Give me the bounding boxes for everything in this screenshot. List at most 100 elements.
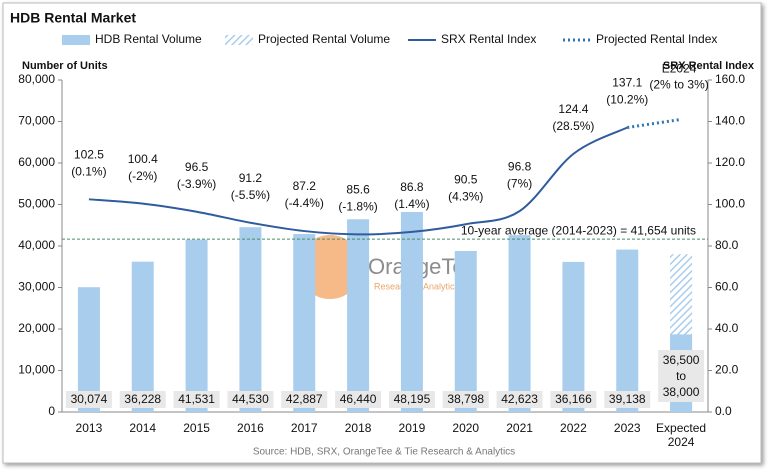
x-tick-label-box: 2018	[345, 421, 372, 435]
x-tick-label: 2020	[452, 421, 480, 435]
x-tick-label-box: 2023	[613, 421, 641, 435]
bar-value-label: 36,228	[124, 392, 161, 406]
line-value-label: 90.5	[454, 172, 478, 186]
x-tick-label-box: 2022	[560, 421, 587, 435]
y2-tick-label: 0.0	[715, 404, 732, 418]
line	[627, 117, 682, 130]
x-tick-label: Expected 2024	[656, 421, 707, 449]
y2-tick-label: 100.0	[715, 197, 745, 211]
line-value-label: 96.8	[508, 159, 532, 173]
projection-label: E2024	[662, 62, 697, 76]
x-tick-label: 2022	[560, 421, 587, 435]
y-tick-label: 60,000	[18, 155, 55, 169]
line-value-label: 137.1	[612, 76, 642, 90]
y2-tick-label: 120.0	[715, 155, 745, 169]
x-tick-label: 2016	[237, 421, 264, 435]
bar	[293, 234, 316, 412]
bar	[616, 249, 639, 412]
bar	[239, 227, 262, 412]
line-value-label: 100.4	[128, 152, 158, 166]
x-tick-label-box: 2019	[398, 421, 426, 435]
line-value-label: 96.5	[185, 160, 209, 174]
bar-value-label: 46,440	[340, 392, 377, 406]
x-tick-label-box: 2017	[290, 421, 318, 435]
y-tick-label: 70,000	[18, 114, 55, 128]
bar-value-label: 36,166	[555, 392, 592, 406]
bar-value-label: 36,500 to 38,000	[662, 353, 700, 399]
projection-label: (2% to 3%)	[649, 78, 708, 92]
y-tick-label: 0	[48, 404, 55, 418]
legend-label: SRX Rental Index	[441, 32, 536, 46]
x-tick-label: 2023	[613, 421, 641, 435]
y2-tick-label: 40.0	[715, 321, 739, 335]
line-change-label: (1.4%)	[394, 197, 429, 211]
line-value-label: 86.8	[400, 180, 424, 194]
value-label-bg	[496, 391, 543, 408]
y-tick-label: 20,000	[18, 321, 55, 335]
legend-label: Projected Rental Index	[596, 32, 717, 46]
line	[88, 126, 628, 236]
y2-tick-label: 60.0	[715, 280, 739, 294]
bar	[562, 261, 585, 412]
value-label-bg	[604, 391, 651, 408]
bar	[400, 211, 423, 412]
bar-value-label: 39,138	[609, 392, 646, 406]
y2-tick-label: 160.0	[715, 72, 745, 86]
line-change-label: (-4.4%)	[285, 196, 324, 210]
line-value-label: 87.2	[293, 179, 317, 193]
average-label: 10-year average (2014-2023) = 41,654 uni…	[461, 223, 696, 237]
line-value-label: 85.6	[346, 183, 370, 197]
value-label-bg	[442, 391, 489, 408]
bar	[77, 287, 100, 412]
value-label-bg	[173, 391, 220, 408]
legend-swatch	[225, 35, 253, 45]
y2-tick-label: 20.0	[715, 363, 739, 377]
bar-value-label: 38,798	[447, 392, 484, 406]
value-label-bg	[658, 350, 705, 402]
x-tick-label-box: 2015	[183, 421, 210, 435]
legend-label: Projected Rental Volume	[258, 32, 390, 46]
value-label-bg	[119, 391, 166, 408]
x-tick-label-box: 2021	[506, 421, 533, 435]
y-tick-label: 10,000	[18, 363, 55, 377]
value-label-bg	[65, 391, 112, 408]
value-label-bg	[281, 391, 328, 408]
line-change-label: (7%)	[507, 176, 532, 190]
x-tick-label: 2021	[506, 421, 533, 435]
source: Source: HDB, SRX, OrangeTee & Tie Resear…	[253, 447, 515, 458]
line-change-label: (-3.9%)	[177, 177, 216, 191]
x-tick-label-box: 2013	[76, 421, 103, 435]
bar	[508, 235, 531, 412]
bar-value-label: 42,623	[501, 392, 538, 406]
value-label-bg	[227, 391, 274, 408]
bar	[185, 239, 208, 412]
x-tick-label: 2017	[290, 421, 318, 435]
y2-axis-label: SRX Rental Index	[663, 60, 755, 72]
line-value-label: 102.5	[74, 147, 104, 161]
line-change-label: (10.2%)	[606, 93, 648, 107]
y-tick-label: 50,000	[18, 197, 55, 211]
value-label-bg	[388, 391, 435, 408]
x-tick-label: 2019	[398, 421, 426, 435]
bar-value-label: 30,074	[71, 392, 108, 406]
chart-title: HDB Rental Market	[10, 10, 136, 26]
bar	[454, 250, 477, 412]
line-value-label: 91.2	[239, 171, 263, 185]
x-tick-label-box: 2020	[452, 421, 480, 435]
bar-value-label-box: 36,500 to 38,000	[662, 353, 700, 399]
y2-tick-label: 140.0	[715, 114, 745, 128]
bar	[347, 219, 370, 412]
value-label-bg	[335, 391, 382, 408]
value-label-bg	[550, 391, 597, 408]
bar	[131, 261, 154, 412]
legend-label: HDB Rental Volume	[95, 32, 202, 46]
line-change-label: (28.5%)	[552, 119, 594, 133]
line-change-label: (0.1%)	[71, 164, 106, 178]
bar-value-label: 42,887	[286, 392, 323, 406]
line-change-label: (-5.5%)	[231, 188, 270, 202]
x-tick-label: 2015	[183, 421, 210, 435]
y-axis-label: Number of Units	[22, 60, 108, 72]
bar-value-label: 41,531	[178, 392, 215, 406]
x-tick-label: 2014	[129, 421, 157, 435]
